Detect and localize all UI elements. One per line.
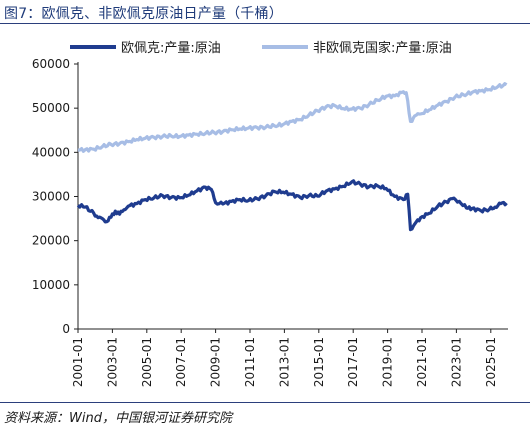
x-tick-label: 2013-01 <box>277 337 291 387</box>
x-axis: 2001-01 2003-01 2005-01 2007-01 2009-01 2011-… <box>71 328 508 387</box>
y-tick-label: 30000 <box>32 190 70 204</box>
legend-label-non-opec: 非欧佩克国家:产量:原油 <box>313 40 452 56</box>
y-tick-label: 10000 <box>32 278 70 292</box>
x-tick-label: 2015-01 <box>312 337 326 387</box>
y-tick-label: 40000 <box>32 145 70 159</box>
source-divider <box>0 402 530 403</box>
x-tick-label: 2005-01 <box>140 337 154 387</box>
figure-title: 图7：欧佩克、非欧佩克原油日产量（千桶） <box>4 6 283 22</box>
source-note: 资料来源：Wind，中国银河证券研究院 <box>4 411 232 426</box>
x-tick-label: 2025-01 <box>484 337 498 387</box>
y-tick-label: 60000 <box>32 57 70 71</box>
line-chart: 欧佩克:产量:原油 非欧佩克国家:产量:原油 0 10000 20000 30000 4… <box>32 40 508 387</box>
x-tick-label: 2019-01 <box>381 337 395 387</box>
x-tick-label: 2009-01 <box>209 337 223 387</box>
x-tick-label: 2001-01 <box>71 337 85 387</box>
series-line-opec <box>76 179 508 232</box>
y-tick-label: 20000 <box>32 234 70 248</box>
x-tick-label: 2023-01 <box>449 337 463 387</box>
legend-label-opec: 欧佩克:产量:原油 <box>121 41 221 56</box>
x-tick-label: 2021-01 <box>415 337 429 387</box>
legend: 欧佩克:产量:原油 非欧佩克国家:产量:原油 <box>70 40 452 56</box>
series-line-non-opec <box>77 82 508 153</box>
y-tick-label: 50000 <box>32 101 70 115</box>
title-divider <box>0 23 530 24</box>
y-axis: 0 10000 20000 30000 40000 50000 60000 <box>32 57 79 336</box>
x-tick-label: 2007-01 <box>174 337 188 387</box>
y-tick-label: 0 <box>62 322 70 336</box>
x-tick-label: 2017-01 <box>346 337 360 387</box>
x-tick-label: 2003-01 <box>105 337 119 387</box>
plot-series <box>76 82 508 232</box>
x-tick-label: 2011-01 <box>243 337 257 387</box>
